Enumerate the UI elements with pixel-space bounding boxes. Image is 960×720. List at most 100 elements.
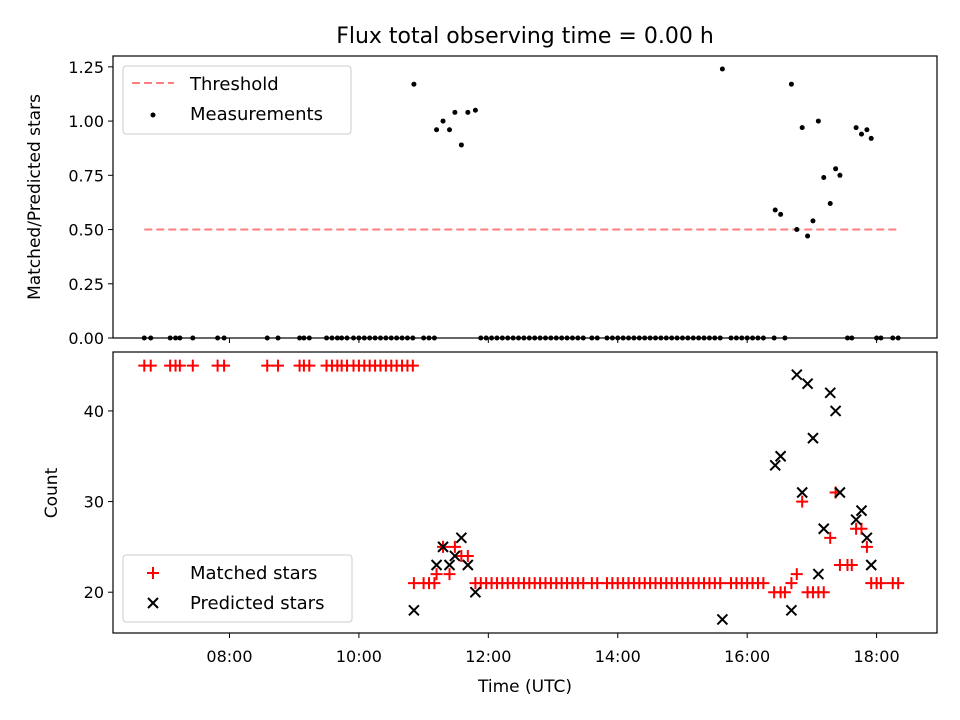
count-axes-frame [112, 351, 938, 634]
matched-star-point [461, 549, 474, 562]
predicted-star-point [807, 432, 819, 444]
predicted-star-point [812, 568, 825, 580]
ratio-legend: Threshold Measurements [122, 65, 352, 135]
matched-star-point [892, 577, 905, 590]
predicted-star-point [455, 532, 468, 544]
ratio-axes-frame [112, 55, 938, 339]
predicted-star-point [801, 378, 814, 390]
measurement-point [472, 107, 478, 113]
x-tick-label: 10:00 [336, 647, 382, 666]
measurement-point [868, 135, 874, 141]
ratio-y-ticks: 0.00 0.25 0.50 0.75 1.00 1.25 [68, 58, 113, 348]
measurement-point [853, 125, 859, 131]
predicted-star-point [861, 532, 873, 544]
measurement-point [447, 127, 453, 133]
x-tick-label: 16:00 [724, 647, 770, 666]
predicted-star-point [769, 459, 781, 472]
x-tick-label: 14:00 [595, 647, 641, 666]
predicted-star-point [796, 486, 808, 499]
ratio-y-tick-label: 1.00 [68, 112, 104, 131]
matched-star-point [303, 359, 316, 372]
measurement-point [411, 81, 417, 87]
matched-star-point [428, 577, 441, 590]
predicted-star-point [818, 523, 830, 535]
predicted-star-point [824, 387, 836, 399]
matched-legend-swatch [147, 567, 159, 579]
matched-star-point [790, 568, 803, 581]
panel-ratio: 0.00 0.25 0.50 0.75 1.00 1.25 Matched/Predict… [25, 55, 938, 348]
matched-star-point [845, 559, 858, 572]
matched-star-point [796, 495, 809, 508]
count-y-ticks: 20 30 40 [84, 402, 113, 602]
matched-legend-label: Matched stars [190, 563, 317, 584]
measurement-point [440, 118, 446, 124]
measurement-point [805, 233, 811, 239]
matched-star-point [855, 522, 868, 535]
count-y-tick-label: 30 [84, 493, 104, 512]
threshold-legend-label: Threshold [189, 74, 279, 95]
measurements-legend-label: Measurements [190, 104, 323, 125]
count-y-axis-label: Count [42, 467, 62, 518]
matched-star-point [824, 531, 837, 544]
chart-title: Flux total observing time = 0.00 h [336, 24, 714, 49]
measurement-point [772, 207, 778, 213]
x-tick-label: 12:00 [465, 647, 511, 666]
count-legend: Matched stars Predicted stars [122, 554, 353, 623]
matched-star-point [218, 359, 231, 372]
matched-star-point [144, 359, 157, 372]
predicted-star-point [785, 604, 798, 617]
ratio-legend-frame [122, 65, 352, 135]
ratio-y-tick-label: 1.25 [68, 58, 104, 77]
measurement-point [837, 172, 843, 178]
predicted-star-point [469, 586, 482, 598]
measurement-point [799, 125, 805, 131]
matched-star-point [406, 359, 419, 372]
ratio-y-tick-label: 0.00 [68, 329, 104, 348]
count-y-tick-label: 20 [84, 583, 104, 602]
matched-star-point [430, 568, 443, 581]
measurement-point [810, 218, 816, 224]
x-tick-label: 08:00 [206, 647, 252, 666]
predicted-legend-label: Predicted stars [190, 593, 324, 614]
measurement-point [465, 109, 471, 115]
matched-star-point [173, 359, 186, 372]
predicted-star-point [437, 541, 449, 553]
matched-star-point [785, 577, 798, 590]
ratio-y-tick-label: 0.50 [68, 221, 104, 240]
ratio-x-ticks [228, 338, 878, 343]
count-marks [138, 359, 905, 626]
x-axis-label: Time (UTC) [477, 677, 572, 697]
predicted-star-point [443, 559, 456, 571]
measurement-point [864, 127, 870, 133]
predicted-star-point [774, 450, 787, 462]
predicted-star-point [834, 486, 846, 499]
measurement-point [778, 211, 784, 217]
predicted-legend-swatch [147, 597, 159, 609]
matched-star-point [817, 586, 830, 599]
x-tick-label: 18:00 [854, 647, 900, 666]
ratio-y-axis-label: Matched/Predicted stars [25, 94, 45, 300]
matched-star-point [778, 586, 791, 599]
matched-star-point [860, 540, 873, 553]
measurements-legend-swatch [150, 112, 156, 118]
count-legend-frame [122, 554, 353, 623]
matched-star-point [443, 568, 456, 581]
count-x-ticks: 08:00 10:00 12:00 14:00 16:00 18:00 [206, 633, 900, 666]
matched-star-point [714, 577, 727, 590]
matched-star-point [874, 577, 887, 590]
predicted-star-point [462, 559, 474, 571]
predicted-star-point [430, 559, 443, 571]
measurement-point [815, 118, 821, 124]
predicted-star-point [855, 504, 868, 517]
measurement-point [452, 109, 458, 115]
matched-star-point [186, 359, 199, 372]
ratio-y-tick-label: 0.25 [68, 275, 104, 294]
predicted-star-point [865, 559, 877, 571]
measurement-point [859, 131, 865, 137]
predicted-star-point [408, 604, 420, 617]
matched-star-point [261, 359, 274, 372]
predicted-star-point [850, 513, 862, 526]
measurement-point [827, 201, 833, 207]
measurement-point [794, 227, 800, 233]
